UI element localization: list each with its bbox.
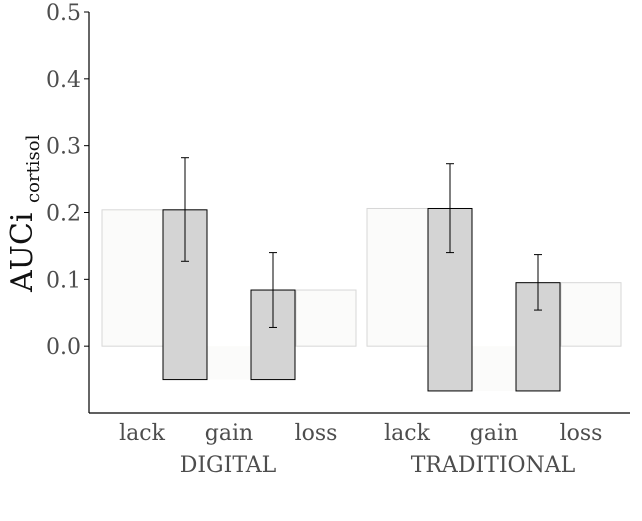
y-tick-label: 0.2 — [46, 202, 81, 227]
x-category-label: lack — [119, 421, 165, 446]
y-tick-label: 0.4 — [46, 68, 81, 93]
y-axis-title: AUCi cortisol — [5, 134, 44, 293]
x-category-label: loss — [560, 421, 603, 446]
x-category-label: lack — [384, 421, 430, 446]
error-bars-layer — [181, 157, 542, 328]
y-tick-label: 0.3 — [46, 135, 81, 160]
x-category-label: loss — [295, 421, 338, 446]
tick-layer: 0.0 0.1 0.2 0.3 0.4 0.5 — [46, 1, 89, 360]
y-axis-title-subscript: cortisol — [23, 134, 44, 203]
background-step — [295, 289, 357, 347]
y-tick-label: 0.5 — [46, 1, 81, 26]
y-tick-label: 0.1 — [46, 268, 81, 293]
x-category-label: gain — [470, 421, 518, 446]
background-step — [206, 346, 250, 380]
group-label: TRADITIONAL — [411, 453, 576, 478]
label-layer: lack gain loss DIGITAL lack gain loss TRADITION… — [119, 421, 602, 478]
group-label: DIGITAL — [180, 453, 277, 478]
y-axis-title-main: AUCi — [5, 213, 40, 294]
x-category-label: gain — [205, 421, 253, 446]
y-tick-label: 0.0 — [46, 335, 81, 360]
background-step — [471, 346, 515, 391]
background-step — [560, 282, 622, 347]
